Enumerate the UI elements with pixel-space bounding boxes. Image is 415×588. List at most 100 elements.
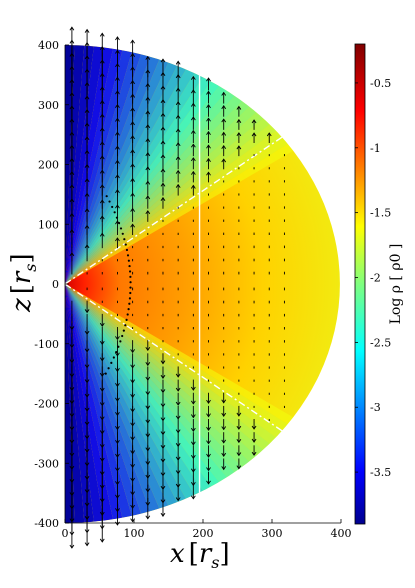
velocity-arrow-head — [206, 453, 211, 458]
velocity-arrow-head — [251, 438, 257, 443]
velocity-arrow-head — [160, 58, 166, 63]
density-wedge — [65, 284, 151, 514]
density-wedge — [65, 284, 220, 487]
shock-front-dot — [125, 318, 128, 321]
velocity-arrow-head — [69, 492, 75, 497]
velocity-arrow-head — [84, 379, 90, 384]
shock-front-dot — [123, 238, 126, 241]
velocity-arrow-head — [206, 426, 211, 431]
velocity-arrow-head — [251, 119, 257, 124]
velocity-arrow-head — [175, 497, 181, 502]
velocity-arrow-head — [206, 117, 211, 122]
velocity-arrow-head — [175, 483, 181, 488]
shock-front-dot — [107, 367, 110, 370]
velocity-arrow-head — [175, 155, 181, 160]
velocity-arrow-head — [190, 157, 196, 162]
density-wedge — [65, 284, 283, 438]
velocity-arrow-head — [206, 440, 211, 445]
velocity-arrow-head — [190, 441, 196, 446]
velocity-arrow-head — [221, 399, 227, 404]
velocity-arrow-head — [221, 466, 227, 471]
colorbar-bar — [354, 43, 366, 525]
shock-front-dot — [125, 248, 129, 252]
velocity-arrow-head — [145, 195, 151, 200]
density-wedge — [65, 284, 195, 499]
shock-front-dot — [112, 356, 115, 359]
velocity-arrow-head — [236, 105, 242, 110]
y-tick-label: 200 — [38, 159, 59, 172]
y-tick-label: -100 — [34, 338, 59, 351]
density-wedge — [65, 81, 220, 285]
velocity-arrow-head — [115, 383, 120, 388]
shock-front-dot — [126, 254, 130, 257]
velocity-arrow-head — [145, 488, 151, 493]
shock-front-dot — [119, 340, 122, 343]
velocity-arrow-head — [130, 436, 135, 441]
shock-front-dot — [128, 297, 132, 300]
velocity-arrow-head — [175, 373, 181, 378]
velocity-arrow-head — [115, 453, 120, 458]
shock-front-dot — [117, 345, 120, 348]
velocity-arrow-head — [145, 405, 151, 410]
x-tick-label: 200 — [193, 527, 214, 540]
velocity-arrow-head — [160, 360, 166, 365]
colorbar-tick-label: -3 — [370, 401, 381, 414]
velocity-arrow-head — [130, 379, 135, 384]
velocity-arrow-head — [145, 433, 151, 438]
velocity-arrow-head — [190, 400, 196, 405]
density-field — [65, 45, 340, 523]
velocity-arrow-head — [84, 28, 90, 33]
velocity-arrow-head — [84, 330, 90, 335]
velocity-arrow-head — [115, 36, 120, 41]
density-wedge — [65, 284, 142, 516]
shock-front-dot — [111, 205, 114, 209]
velocity-arrow-head — [221, 105, 227, 110]
velocity-arrow-head — [99, 538, 105, 543]
velocity-arrow-head — [236, 439, 242, 444]
shock-front-dot — [122, 329, 125, 332]
velocity-arrow-head — [206, 90, 211, 95]
density-wedge — [65, 69, 195, 284]
y-tick-label: -200 — [34, 398, 59, 411]
velocity-arrow-head — [130, 223, 135, 228]
velocity-arrow-head — [130, 349, 135, 354]
velocity-arrow-head — [190, 170, 196, 175]
shock-front-dot — [127, 259, 130, 262]
velocity-arrow-head — [69, 359, 75, 364]
velocity-arrow-head — [236, 412, 242, 417]
colorbar: -0.5 -1 -1.5 -2 -2.5 -3 -3.5 Log ρ [ ρ0 ] — [354, 43, 404, 525]
velocity-arrow-head — [221, 144, 227, 150]
velocity-arrow-head — [266, 132, 272, 137]
velocity-arrow-head — [69, 452, 75, 457]
velocity-arrow-head — [175, 60, 181, 65]
velocity-arrow-head — [206, 104, 211, 109]
velocity-arrow-head — [99, 525, 105, 530]
velocity-arrow-head — [115, 411, 120, 417]
velocity-arrow-head — [236, 465, 242, 470]
axes: 0 100 200 300 400 400 300 200 100 0 -100 -200 -300 -… — [34, 39, 351, 540]
velocity-arrow-head — [206, 467, 211, 472]
velocity-arrow-head — [115, 336, 120, 341]
velocity-arrow-head — [221, 131, 227, 136]
x-tick-label: 300 — [262, 527, 283, 540]
velocity-arrow-head — [145, 501, 151, 507]
density-wedge — [65, 90, 235, 285]
velocity-arrow-head — [160, 417, 166, 422]
velocity-arrow-head — [99, 372, 105, 377]
velocity-arrow-head — [115, 494, 120, 499]
velocity-arrow-head — [69, 505, 75, 510]
velocity-arrow-head — [190, 495, 196, 500]
velocity-arrow-head — [206, 171, 211, 176]
velocity-arrow-head — [99, 32, 105, 37]
velocity-arrow-head — [84, 364, 90, 369]
y-tick-label: -400 — [34, 517, 59, 530]
velocity-arrow-head — [145, 447, 151, 452]
shock-front-dot — [129, 286, 132, 289]
colorbar-tick-label: -3.5 — [370, 466, 391, 479]
velocity-arrow-head — [84, 502, 90, 507]
velocity-arrow-head — [160, 444, 166, 450]
velocity-arrow-head — [99, 322, 105, 327]
overlay-lines — [64, 75, 283, 493]
velocity-arrow-head — [160, 182, 166, 187]
